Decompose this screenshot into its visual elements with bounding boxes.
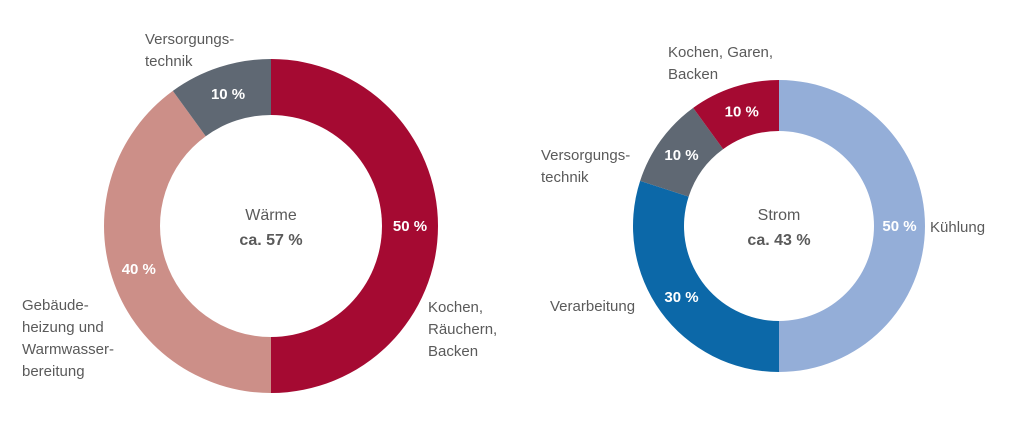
- slice-value-label: 30 %: [664, 289, 698, 306]
- slice-category-label: Kühlung: [930, 219, 985, 236]
- slice-value-label: 10 %: [725, 103, 759, 120]
- slice-value-label: 10 %: [211, 86, 245, 103]
- donut-chart-strom: 50 % Kühlung 30 % Verarbeitung 10 % Versorgun…: [541, 44, 985, 372]
- slice-value-label: 50 %: [882, 218, 916, 235]
- donut-slice: [693, 80, 779, 150]
- slice-value-label: 10 %: [664, 147, 698, 164]
- slice-value-label: 40 %: [122, 261, 156, 278]
- donut-slice: [779, 80, 925, 372]
- center-value: ca. 43 %: [747, 232, 810, 249]
- center-value: ca. 57 %: [239, 232, 302, 249]
- donut-slice: [632, 180, 780, 372]
- donut-slice: [640, 107, 724, 197]
- slice-category-label: Kochen, Räuchern, Backen: [428, 299, 497, 360]
- slice-category-label: Kochen, Garen, Backen: [668, 44, 773, 83]
- donut-slice: [271, 59, 438, 393]
- center-title: Wärme: [245, 207, 297, 224]
- slice-category-label: Gebäude-heizung und Warmwasser-bereitung: [22, 297, 114, 380]
- slice-category-label: Versorgungs-technik: [541, 147, 630, 186]
- slice-value-label: 50 %: [393, 218, 427, 235]
- donut-chart-wärme: 50 % Kochen, Räuchern, Backen 40 % Gebäude-he…: [22, 31, 497, 393]
- center-title: Strom: [758, 207, 801, 224]
- donut-slice: [104, 90, 272, 393]
- slice-category-label: Versorgungs-technik: [145, 31, 234, 70]
- slice-category-label: Verarbeitung: [550, 298, 635, 315]
- donut-slice: [172, 59, 271, 137]
